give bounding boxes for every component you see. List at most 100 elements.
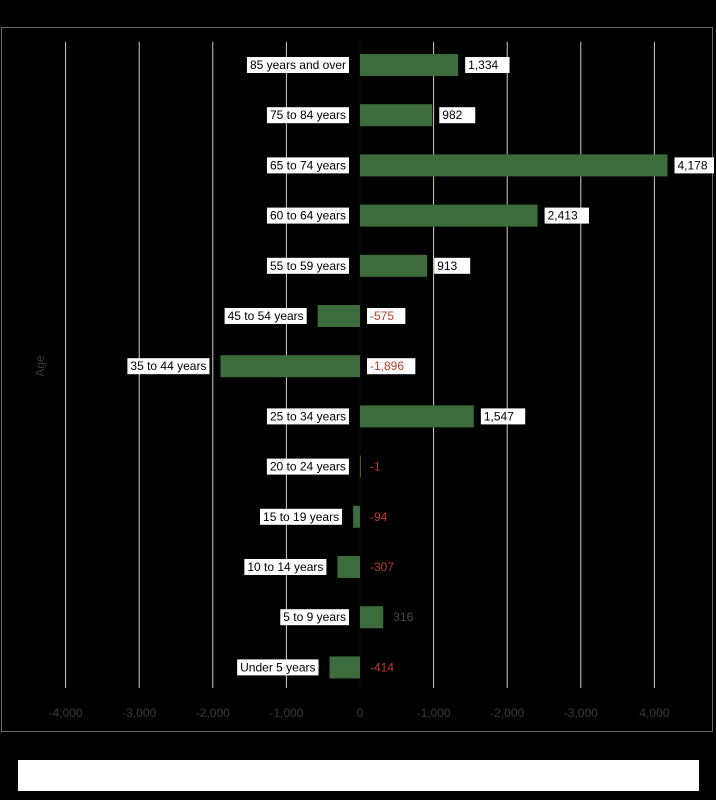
category-label-bg — [237, 659, 319, 676]
category-label: 25 to 34 years — [266, 408, 349, 425]
category-label: 85 years and over — [246, 57, 349, 73]
category-label: 65 to 74 years — [266, 157, 349, 174]
bar — [360, 405, 474, 428]
value-label-bg — [480, 408, 526, 425]
value-label-bg — [544, 207, 589, 224]
category-label-bg — [280, 609, 349, 626]
category-label-text: 25 to 34 years — [270, 409, 346, 423]
category-label-text: 20 to 24 years — [270, 460, 346, 474]
value-label: -307 — [370, 560, 394, 574]
bar — [360, 606, 384, 629]
bar — [360, 54, 459, 76]
category-label-text: 5 to 9 years — [283, 610, 346, 624]
category-label-text: 15 to 19 years — [263, 510, 339, 524]
value-labels: 1,334 982 4,178 2,413 913 -575 -1,896 1,547 -1 -9… — [367, 57, 714, 674]
category-label-bg — [246, 57, 349, 73]
bar — [360, 104, 433, 127]
bars — [220, 54, 668, 679]
category-label-bg — [266, 458, 349, 475]
value-label-bg — [367, 308, 406, 324]
x-tick-label: -3,000 — [122, 706, 156, 720]
category-label-text: 65 to 74 years — [270, 158, 346, 172]
value-label-bg — [367, 358, 416, 375]
x-axis-ticks: -4,000 -3,000 -2,000 -1,000 0 -1,000 -2,000 -3,… — [49, 706, 670, 720]
value-label-bg — [465, 57, 510, 73]
bar — [359, 455, 361, 478]
value-label-text: -94 — [370, 510, 388, 524]
bar — [360, 204, 538, 227]
category-label: 10 to 14 years — [244, 559, 327, 575]
category-label: 55 to 59 years — [266, 257, 349, 274]
value-label-text: 1,547 — [484, 409, 514, 423]
x-tick-label: 4,000 — [639, 706, 669, 720]
category-label-text: 60 to 64 years — [270, 209, 346, 223]
category-label-bg — [244, 559, 327, 575]
value-label: 982 — [439, 107, 476, 124]
x-tick-label: -2,000 — [196, 706, 230, 720]
category-label: 35 to 44 years — [127, 358, 210, 375]
value-label: 913 — [434, 257, 471, 274]
category-labels: 85 years and over 75 to 84 years 65 to 74 … — [127, 57, 349, 676]
value-label-text: 1,334 — [468, 58, 498, 72]
value-label-text: -1,896 — [370, 359, 404, 373]
category-label-text: Under 5 years — [240, 660, 315, 674]
value-label-bg — [439, 107, 476, 124]
category-label: 60 to 64 years — [266, 207, 349, 224]
category-label: 75 to 84 years — [266, 107, 349, 124]
category-label: 45 to 54 years — [224, 308, 307, 324]
x-tick-label: 0 — [357, 706, 364, 720]
value-label: 1,547 — [480, 408, 526, 425]
x-tick-label: -1,000 — [417, 706, 451, 720]
category-label-text: 85 years and over — [250, 58, 346, 72]
category-label: 15 to 19 years — [260, 508, 343, 525]
bar — [220, 355, 360, 378]
bar — [353, 505, 360, 528]
value-label: -94 — [370, 510, 388, 524]
category-label-bg — [266, 157, 349, 174]
value-label: -575 — [367, 308, 406, 324]
y-axis-label: Age — [33, 355, 47, 377]
category-label-text: 75 to 84 years — [270, 108, 346, 122]
value-label: 316 — [393, 610, 413, 624]
age-bar-chart: 85 years and over 75 to 84 years 65 to 74 … — [33, 42, 714, 720]
value-label: 2,413 — [544, 207, 589, 224]
bar — [360, 254, 428, 277]
category-label-bg — [260, 508, 343, 525]
category-label-text: 45 to 54 years — [228, 309, 304, 323]
value-label-text: 2,413 — [548, 209, 578, 223]
category-label-bg — [224, 308, 307, 324]
value-label-text: 982 — [442, 108, 462, 122]
category-label-bg — [266, 408, 349, 425]
chart-frame: 85 years and over 75 to 84 years 65 to 74 … — [1, 27, 714, 732]
bar — [337, 556, 360, 578]
bar — [317, 305, 360, 327]
value-label: -414 — [370, 660, 394, 674]
bar — [329, 656, 360, 679]
value-label: -1 — [370, 460, 381, 474]
category-label: Under 5 years — [237, 659, 319, 676]
value-label-text: -575 — [370, 309, 394, 323]
bar — [360, 154, 668, 177]
value-label-text: -414 — [370, 660, 394, 674]
x-tick-label: -3,000 — [564, 706, 598, 720]
category-label-text: 10 to 14 years — [247, 560, 323, 574]
category-label: 20 to 24 years — [266, 458, 349, 475]
x-tick-label: -4,000 — [49, 706, 83, 720]
value-label-text: 316 — [393, 610, 413, 624]
category-label: 5 to 9 years — [280, 609, 349, 626]
value-label-bg — [674, 157, 714, 174]
value-label-text: -307 — [370, 560, 394, 574]
category-label-text: 55 to 59 years — [270, 259, 346, 273]
x-tick-label: -2,000 — [490, 706, 524, 720]
value-label-text: 913 — [437, 259, 457, 273]
footer-bar — [18, 760, 699, 791]
category-label-bg — [266, 207, 349, 224]
category-label-bg — [266, 257, 349, 274]
value-label-text: 4,178 — [678, 158, 708, 172]
value-label-text: -1 — [370, 460, 381, 474]
value-label: -1,896 — [367, 358, 416, 375]
category-label-bg — [127, 358, 210, 375]
x-tick-label: -1,000 — [269, 706, 303, 720]
value-label-bg — [434, 257, 471, 274]
category-label-bg — [266, 107, 349, 124]
